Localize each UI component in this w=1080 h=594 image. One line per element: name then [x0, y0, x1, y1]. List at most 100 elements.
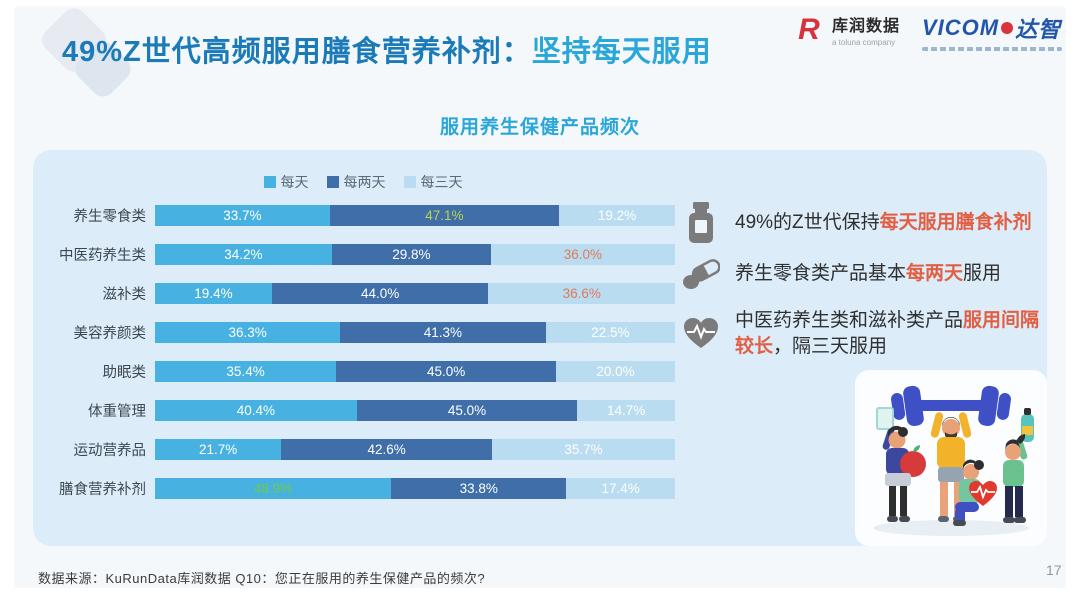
logo-area: R 库润数据 a toluna company VICOM 达智: [792, 12, 1062, 51]
chart-panel: 每天 每两天 每三天 养生零食类 33.7% 47.1% 19.2% 中医药养生类 34.2%…: [33, 150, 1047, 546]
insight-highlight: 服用间隔较长: [735, 310, 1040, 357]
category-label: 滋补类: [102, 287, 147, 303]
bar-value: 36.0%: [563, 247, 603, 262]
title-accent: 坚持每天服用: [531, 36, 712, 68]
bar-value: 42.6%: [367, 442, 406, 457]
category-label: 体重管理: [88, 404, 146, 420]
legend-swatch: [326, 176, 339, 188]
kurun-logo-tagline: a toluna company: [831, 38, 896, 47]
bar-segment-每天: 19.4%: [155, 283, 272, 304]
bar-segment-每天: 48.9%: [155, 478, 392, 499]
bar-segment-每天: 34.2%: [155, 244, 332, 265]
bar-value: 33.7%: [223, 208, 262, 223]
bar-value: 35.7%: [564, 442, 603, 457]
bar-value: 17.4%: [601, 481, 640, 496]
data-source: 数据来源：KuRunData库润数据 Q10：您正在服用的养生保健产品的频次?: [38, 571, 486, 586]
bar-track: 35.4% 45.0% 20.0%: [155, 361, 675, 382]
legend-label: 每两天: [343, 174, 386, 190]
fitness-illustration: [855, 370, 1047, 546]
bar-segment-每三天: 17.4%: [566, 478, 675, 499]
heart-pulse-icon: [681, 317, 721, 350]
bar-segment-每三天: 14.7%: [577, 400, 675, 421]
bar-track: 34.2% 29.8% 36.0%: [155, 244, 675, 265]
chart-row: 运动营养品 21.7% 42.6% 35.7%: [39, 430, 699, 469]
bar-segment-每天: 35.4%: [155, 361, 337, 382]
category-label: 助眠类: [102, 365, 147, 381]
category-label: 运动营养品: [73, 443, 147, 459]
insight-plain: 养生零食类产品基本: [735, 263, 907, 285]
legend-swatch: [403, 176, 416, 188]
legend-label: 每天: [280, 174, 309, 190]
bar-segment-每三天: 20.0%: [556, 361, 675, 382]
insight-item: 中医药养生类和滋补类产品服用间隔较长，隔三天服用: [681, 308, 1057, 359]
insight-item: 养生零食类产品基本每两天服用: [681, 258, 1057, 290]
title-main: 49%Z世代高频服用膳食营养补剂：: [62, 36, 532, 68]
page-number: 17: [1046, 562, 1062, 578]
bar-value: 35.4%: [226, 364, 265, 379]
legend-item: 每天: [263, 172, 309, 192]
bar-value: 19.4%: [194, 286, 233, 301]
bar-segment-每三天: 22.5%: [545, 322, 675, 343]
person-heart: [953, 459, 997, 526]
bar-value: 44.0%: [361, 286, 400, 301]
insight-plain: 49%的Z世代保持: [735, 212, 880, 234]
bar-track: 48.9% 33.8% 17.4%: [155, 478, 675, 499]
person-apple-water: [876, 407, 926, 522]
bar-track: 33.7% 47.1% 19.2%: [155, 205, 675, 226]
page-title: 49%Z世代高频服用膳食营养补剂：坚持每天服用: [62, 28, 712, 70]
insight-highlight: 每两天: [906, 263, 964, 285]
bar-segment-每两天: 45.0%: [336, 361, 557, 382]
chart-row: 滋补类 19.4% 44.0% 36.6%: [39, 274, 699, 313]
capsule-icon: [681, 258, 721, 290]
kurun-logo-icon: R: [798, 12, 820, 46]
bar-value: 22.5%: [591, 325, 630, 340]
kurun-logo-name: 库润数据: [831, 18, 900, 35]
category-label: 美容养颜类: [73, 326, 147, 342]
bar-value: 45.0%: [426, 364, 466, 379]
vicom-logo: VICOM 达智: [922, 12, 1062, 51]
legend-swatch: [263, 176, 276, 188]
legend-label: 每三天: [420, 174, 463, 190]
supplement-bottle-icon: [681, 202, 721, 244]
bar-value: 40.4%: [236, 403, 276, 418]
bar-segment-每两天: 42.6%: [281, 439, 493, 460]
bar-segment-每三天: 35.7%: [492, 439, 675, 460]
bar-segment-每天: 40.4%: [155, 400, 357, 421]
bar-segment-每两天: 44.0%: [271, 283, 489, 304]
legend-item: 每两天: [326, 172, 386, 192]
bar-segment-每三天: 36.0%: [490, 244, 675, 265]
bar-value: 33.8%: [459, 481, 498, 496]
bar-segment-每两天: 45.0%: [356, 400, 578, 421]
chart-row: 养生零食类 33.7% 47.1% 19.2%: [39, 196, 699, 235]
insight-plain: 服用: [963, 263, 1002, 285]
bar-value: 36.6%: [562, 286, 601, 301]
bar-track: 19.4% 44.0% 36.6%: [155, 283, 675, 304]
person-lifting: [930, 412, 972, 522]
insight-plain: 中医药养生类和滋补类产品: [735, 310, 964, 331]
bar-value: 34.2%: [224, 247, 263, 262]
bar-value: 19.2%: [597, 208, 637, 223]
insight-text: 49%的Z世代保持每天服用膳食补剂: [735, 210, 1057, 236]
dumbbell-icon: [891, 385, 1011, 427]
person-bottle: [1003, 408, 1034, 523]
bar-segment-每两天: 33.8%: [391, 478, 567, 499]
stacked-bar-chart: 养生零食类 33.7% 47.1% 19.2% 中医药养生类 34.2% 29.8% 36.0…: [39, 196, 699, 508]
insight-plain: ，隔三天服用: [773, 335, 888, 357]
vicom-logo-tagline: [922, 47, 1062, 51]
bar-value: 29.8%: [392, 247, 431, 262]
bar-value: 47.1%: [425, 208, 464, 223]
bar-segment-每天: 33.7%: [155, 205, 330, 226]
bar-value: 48.9%: [253, 481, 293, 496]
chart-row: 助眠类 35.4% 45.0% 20.0%: [39, 352, 699, 391]
bar-segment-每天: 21.7%: [155, 439, 282, 460]
bar-segment-每两天: 41.3%: [340, 322, 546, 343]
insight-highlight: 每天服用膳食补剂: [879, 212, 1032, 234]
insight-text: 养生零食类产品基本每两天服用: [735, 261, 1057, 287]
bar-track: 21.7% 42.6% 35.7%: [155, 439, 675, 460]
bar-value: 45.0%: [447, 403, 487, 418]
bar-segment-每三天: 19.2%: [558, 205, 675, 226]
chart-row: 膳食营养补剂 48.9% 33.8% 17.4%: [39, 469, 699, 508]
bar-segment-每天: 36.3%: [155, 322, 341, 343]
bar-value: 14.7%: [606, 403, 646, 418]
